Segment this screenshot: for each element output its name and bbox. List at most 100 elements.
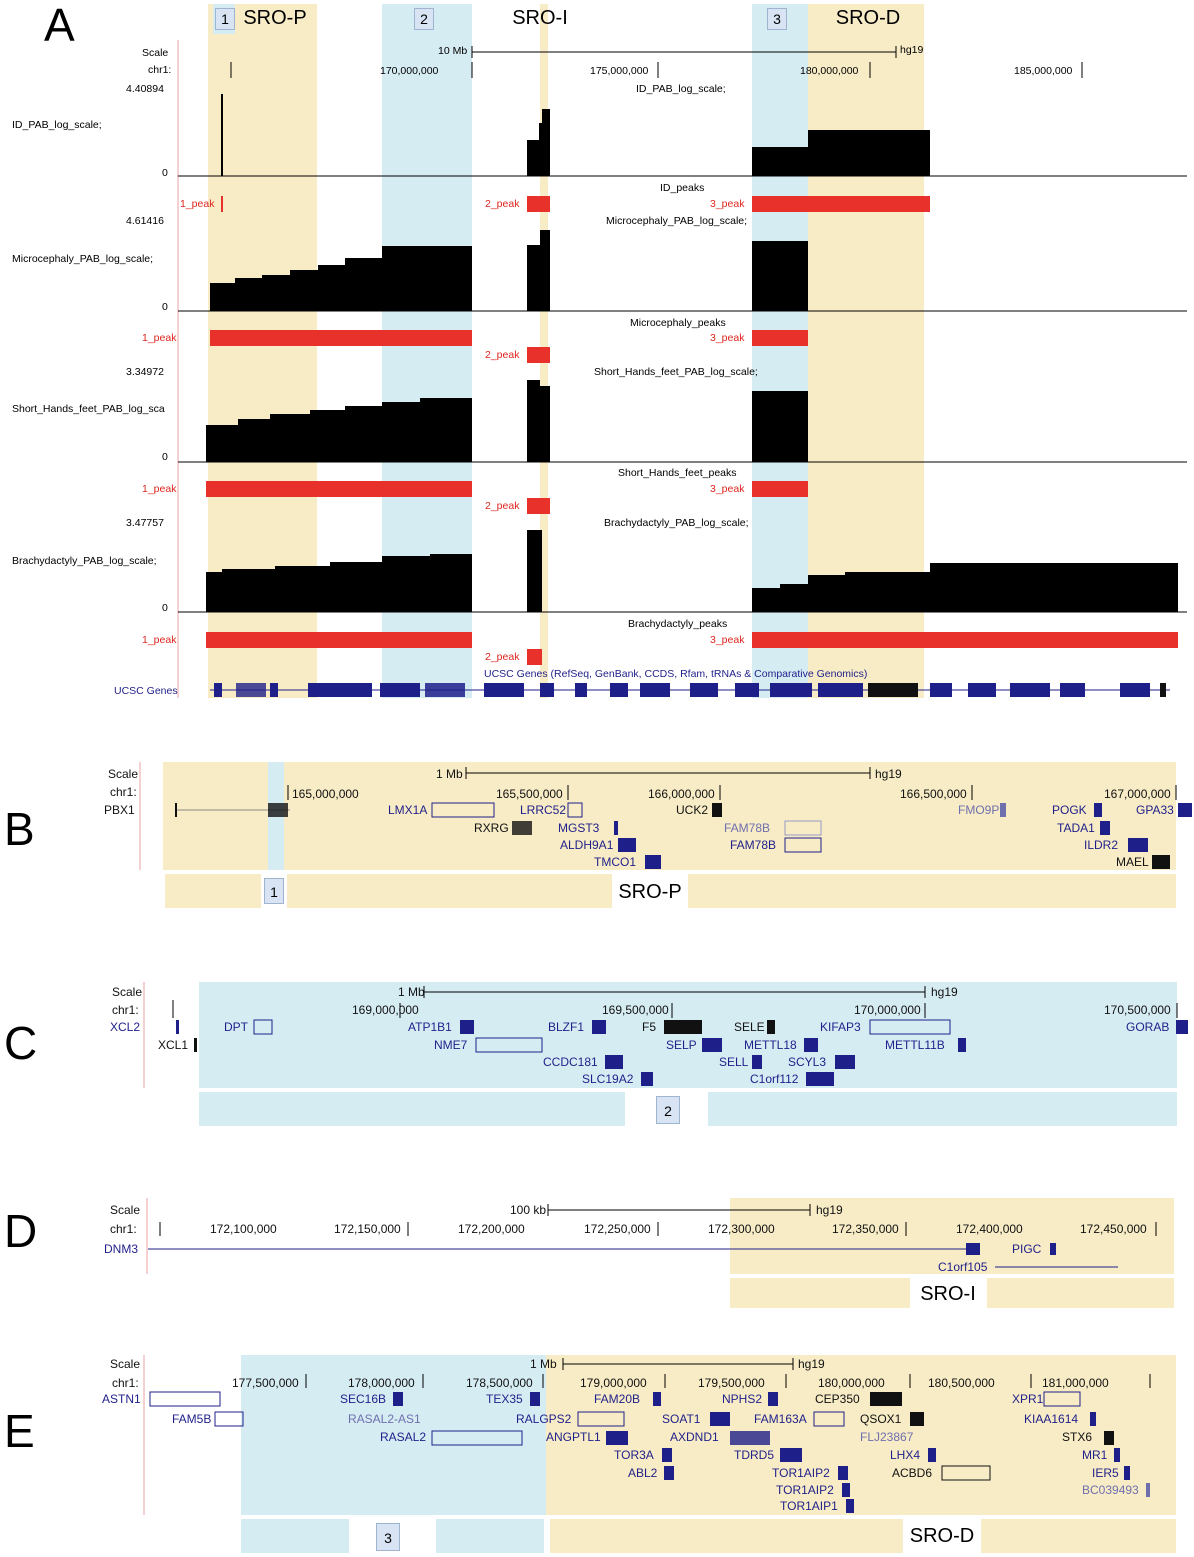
track-side-name: Short_Hands_feet_PAB_log_sca — [12, 403, 165, 415]
gene-label: TMCO1 — [594, 855, 636, 869]
chr-label: chr1: — [112, 1376, 139, 1390]
gene-label: ACBD6 — [892, 1466, 933, 1480]
position-label: 169,500,000 — [602, 1003, 669, 1017]
position-label: 180,500,000 — [928, 1376, 995, 1390]
position-label: 181,000,000 — [1042, 1376, 1109, 1390]
position-label: 172,350,000 — [832, 1222, 899, 1236]
gene-label: RXRG — [474, 821, 509, 835]
scale-bar-label: 1 Mb — [398, 985, 425, 999]
scale-label: Scale — [142, 47, 169, 59]
gene-label: MAEL — [1116, 855, 1149, 869]
gene-label: FAM78B — [730, 838, 777, 852]
gene-label: TADA1 — [1057, 821, 1095, 835]
gene-label: PBX1 — [104, 803, 135, 817]
gene-label: UCK2 — [676, 803, 709, 817]
gene-label: FMO9P — [958, 803, 1000, 817]
peaks-title: Brachydactyly_peaks — [628, 618, 728, 630]
track-side-name: Microcephaly_PAB_log_scale; — [12, 253, 154, 265]
gene-label: CCDC181 — [543, 1055, 598, 1069]
scale-bar-label: 1 Mb — [436, 767, 463, 781]
scale-bar-label: 1 Mb — [530, 1357, 557, 1371]
position-label: 179,000,000 — [580, 1376, 647, 1390]
gene-label: TOR1AIP2 — [776, 1483, 834, 1497]
gene-label: IER5 — [1092, 1466, 1119, 1480]
chr-label: chr1: — [110, 1222, 137, 1236]
gene-label: XCL1 — [158, 1038, 189, 1052]
gene-label: TOR3A — [614, 1448, 654, 1462]
gene-label: MR1 — [1082, 1448, 1108, 1462]
gene-label: SELP — [666, 1038, 697, 1052]
gene-label: SCYL3 — [788, 1055, 827, 1069]
peak-label: 3_peak — [710, 332, 745, 344]
position-label: 178,000,000 — [348, 1376, 415, 1390]
gene-label: TDRD5 — [734, 1448, 775, 1462]
position-label: 178,500,000 — [466, 1376, 533, 1390]
gene-label: SELL — [719, 1055, 749, 1069]
assembly-label: hg19 — [900, 44, 924, 56]
gene-label: BC039493 — [1082, 1483, 1139, 1497]
gene-label: FAM163A — [754, 1412, 807, 1426]
gene-label: ILDR2 — [1084, 838, 1119, 852]
gene-label: LRRC52 — [520, 803, 567, 817]
gene-label: DPT — [224, 1020, 248, 1034]
position-label: 177,500,000 — [232, 1376, 299, 1390]
track-zero: 0 — [162, 301, 168, 313]
position-label: 172,100,000 — [210, 1222, 277, 1236]
gene-label: DNM3 — [104, 1242, 139, 1256]
gene-label: BLZF1 — [548, 1020, 585, 1034]
gene-label: NPHS2 — [722, 1392, 763, 1406]
gene-label: METTL18 — [744, 1038, 797, 1052]
gene-label: NME7 — [434, 1038, 468, 1052]
assembly-label: hg19 — [816, 1203, 843, 1217]
gene-label: XCL2 — [110, 1020, 141, 1034]
gene-label: C1orf105 — [938, 1260, 988, 1274]
gene-label: KIAA1614 — [1024, 1412, 1079, 1426]
assembly-label: hg19 — [798, 1357, 825, 1371]
position-label: 172,150,000 — [334, 1222, 401, 1236]
panel-label-e: E — [4, 1405, 35, 1457]
position-label: 172,250,000 — [584, 1222, 651, 1236]
gene-label: KIFAP3 — [820, 1020, 861, 1034]
gene-label: FAM5B — [172, 1412, 212, 1426]
gene-label: SOAT1 — [662, 1412, 701, 1426]
gene-label: RASAL2-AS1 — [348, 1412, 421, 1426]
position-label: 172,300,000 — [708, 1222, 775, 1236]
gene-label: FLJ23867 — [860, 1430, 914, 1444]
track-max: 4.40894 — [126, 83, 164, 95]
gene-label: FAM20B — [594, 1392, 641, 1406]
ucsc-genes-track — [210, 683, 1170, 697]
peak-label: 3_peak — [710, 483, 745, 495]
track-side-name: ID_PAB_log_scale; — [12, 119, 102, 131]
position-label: 172,200,000 — [458, 1222, 525, 1236]
track-max: 4.61416 — [126, 215, 164, 227]
gene-label: CEP350 — [815, 1392, 860, 1406]
panel-label-b: B — [4, 803, 35, 855]
gene-label: LHX4 — [890, 1448, 921, 1462]
gene-label: METTL11B — [885, 1038, 945, 1052]
gene-label: TEX35 — [486, 1392, 523, 1406]
track-title: Microcephaly_PAB_log_scale; — [606, 215, 748, 227]
gene-label: SLC19A2 — [582, 1072, 634, 1086]
gene-label: AXDND1 — [670, 1430, 719, 1444]
position-label: 170,000,000 — [854, 1003, 921, 1017]
position-label: 165,000,000 — [292, 787, 359, 801]
gene-label: ABL2 — [628, 1466, 658, 1480]
position-label: 180,000,000 — [800, 65, 859, 77]
position-label: 170,000,000 — [380, 65, 439, 77]
panel-label-c: C — [4, 1017, 38, 1069]
peak-label: 2_peak — [485, 349, 520, 361]
scale-bar-label: 10 Mb — [438, 45, 468, 57]
region-sro-d: SRO-D — [835, 7, 901, 29]
position-label: 167,000,000 — [1104, 787, 1171, 801]
gene-label: ALDH9A1 — [560, 838, 614, 852]
region-sro-d: SRO-D — [909, 1525, 975, 1547]
position-label: 175,000,000 — [590, 65, 649, 77]
gene-label: QSOX1 — [860, 1412, 902, 1426]
genes-track-title: UCSC Genes (RefSeq, GenBank, CCDS, Rfam,… — [484, 668, 868, 680]
region-sro-i: SRO-I — [512, 7, 568, 29]
peak-label: 3_peak — [710, 634, 745, 646]
gene-label: TOR1AIP1 — [780, 1499, 838, 1513]
peaks-title: ID_peaks — [660, 182, 705, 194]
gene-label: RASAL2 — [380, 1430, 427, 1444]
